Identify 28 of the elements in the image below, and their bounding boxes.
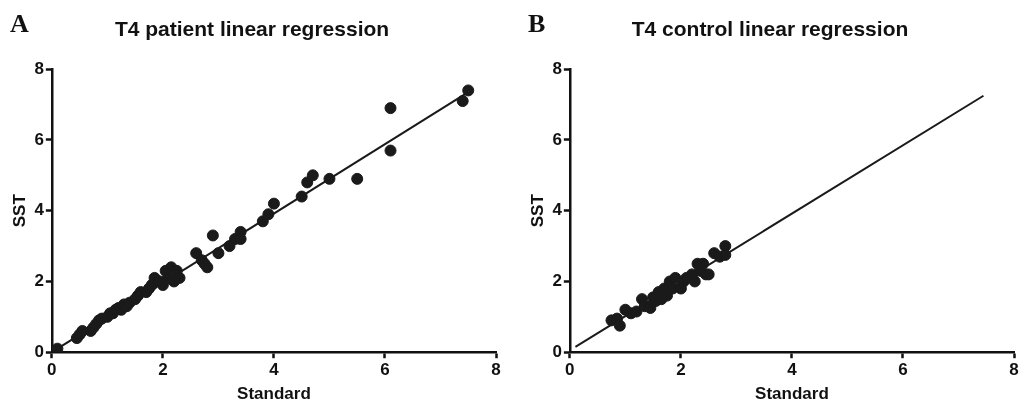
x-tick-label: 6 (898, 360, 908, 380)
y-tick-label: 6 (552, 129, 562, 149)
x-tick-label: 8 (491, 360, 501, 380)
y-tick-label: 8 (34, 58, 44, 78)
text: B (528, 8, 546, 38)
y-tick-label: 8 (552, 58, 562, 78)
x-tick-label: 2 (158, 360, 168, 380)
x-axis-title: Standard (237, 384, 311, 404)
chart-title: T4 control linear regression (631, 17, 909, 41)
y-tick-label: 0 (34, 341, 44, 361)
y-axis-title: SST (527, 193, 547, 228)
y-tick-label: 4 (552, 200, 563, 220)
chart-title: T4 patient linear regression (114, 17, 390, 41)
x-tick-label: 6 (380, 360, 390, 380)
x-tick-label: 4 (787, 360, 798, 380)
y-axis-title: SST (9, 193, 29, 228)
x-axis-title: Standard (755, 384, 829, 404)
y-tick-label: 2 (34, 271, 44, 291)
x-tick-label: 2 (676, 360, 686, 380)
x-tick-label: 0 (47, 360, 57, 380)
x-tick-label: 0 (565, 360, 575, 380)
x-tick-label: 4 (269, 360, 280, 380)
y-tick-label: 6 (34, 129, 44, 149)
y-tick-label: 2 (552, 271, 562, 291)
y-tick-label: 4 (34, 200, 45, 220)
x-tick-label: 8 (1009, 360, 1019, 380)
text: A (10, 8, 29, 38)
y-tick-label: 0 (552, 341, 562, 361)
